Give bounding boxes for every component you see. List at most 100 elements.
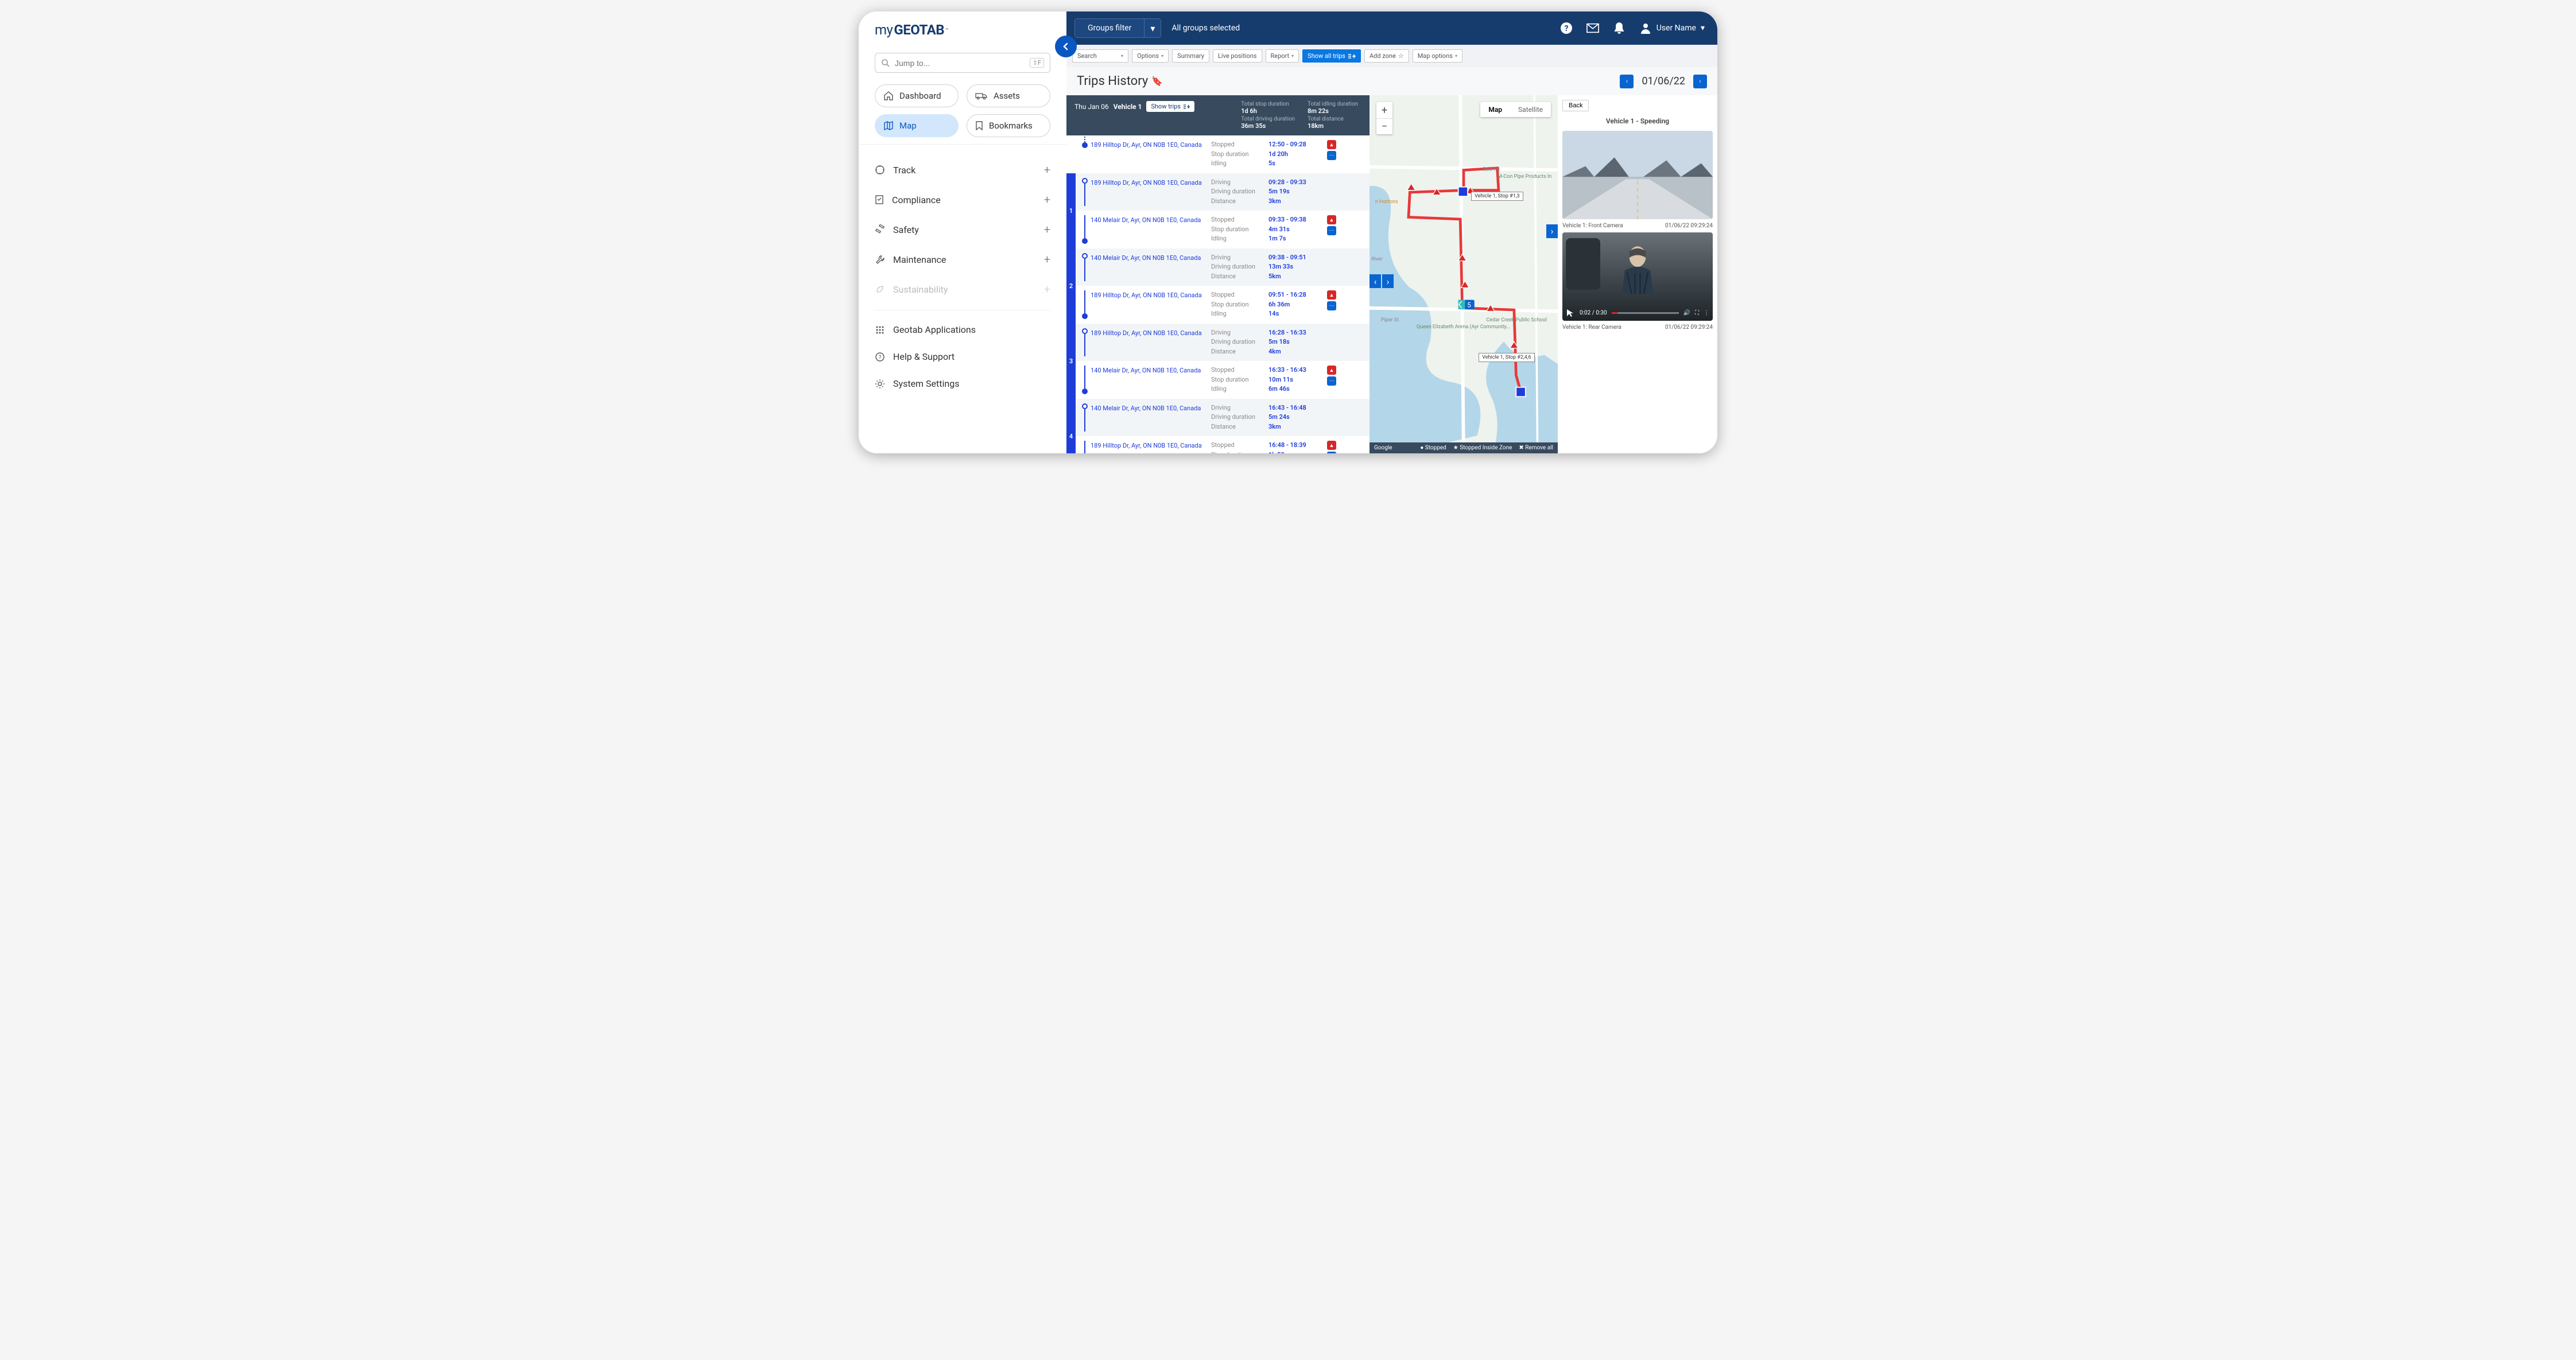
toolbar-show-all-trips[interactable]: Show all trips [1302, 49, 1361, 63]
toolbar-options[interactable]: Options▾ [1132, 49, 1169, 63]
groups-filter-dropdown[interactable]: Groups filter ▾ [1074, 18, 1161, 38]
video-progress[interactable] [1612, 312, 1679, 314]
rear-camera-view[interactable]: 0:02 / 0:30 🔊 ⛶ ⋮ [1562, 232, 1713, 321]
pill-assets[interactable]: Assets [967, 84, 1050, 107]
nav-apps[interactable]: Geotab Applications [875, 316, 1050, 343]
sidebar: myGEOTAB™ ⇧F Dashboard Assets Map [859, 11, 1066, 453]
trip-number: 2 [1066, 248, 1076, 324]
trip-segment-stop[interactable]: 140 Melair Dr, Ayr, ON N0B 1E0, Canada S… [1076, 361, 1370, 399]
user-icon [1639, 22, 1652, 34]
date-prev-button[interactable]: ‹ [1620, 75, 1634, 88]
zoom-out-button[interactable]: − [1376, 118, 1392, 134]
toolbar-search[interactable]: Search▾ [1072, 49, 1128, 63]
nav-maintenance[interactable]: Maintenance+ [875, 244, 1050, 274]
help-icon[interactable]: ? [1560, 22, 1573, 34]
nav-sustainability[interactable]: Sustainability+ [875, 274, 1050, 304]
jump-to-search[interactable]: ⇧F [875, 53, 1050, 73]
toolbar-map-options[interactable]: Map options▾ [1413, 49, 1462, 63]
date-display[interactable]: 01/06/22 [1642, 75, 1685, 87]
more-badge[interactable]: ⋯ [1327, 452, 1336, 453]
trip-segment-drive[interactable]: 140 Melair Dr, Ayr, ON N0B 1E0, Canada D… [1076, 399, 1370, 437]
bell-icon[interactable] [1613, 22, 1625, 34]
map-poi: n Hortons [1375, 199, 1398, 205]
nav-help[interactable]: ?Help & Support [875, 343, 1050, 370]
rear-camera-label: Vehicle 1: Rear Camera [1562, 324, 1621, 331]
toolbar-summary[interactable]: Summary [1172, 49, 1209, 63]
map-stop-label-1[interactable]: Vehicle 1, Stop #1,3 [1471, 192, 1523, 201]
map-footer: Google ● Stopped ★ Stopped Inside Zone ✖… [1370, 442, 1558, 453]
panel-collapse-left[interactable]: ‹ [1370, 274, 1381, 288]
more-badge[interactable]: ⋯ [1327, 226, 1336, 235]
trips-list: 189 Hilltop Dr, Ayr, ON N0B 1E0, Canada … [1066, 135, 1370, 453]
pill-bookmarks-label: Bookmarks [989, 121, 1033, 131]
toolbar-report[interactable]: Report▾ [1266, 49, 1299, 63]
map-poi: field Rd [1483, 167, 1500, 173]
map-panel[interactable]: 5 + − Map Satellite ‹ › › Vehicle 1, Sto… [1370, 95, 1558, 453]
pill-bookmarks[interactable]: Bookmarks [967, 114, 1050, 137]
sidebar-collapse-button[interactable] [1055, 36, 1077, 57]
nav-compliance-label: Compliance [892, 195, 941, 205]
trip-segment-drive[interactable]: 189 Hilltop Dr, Ayr, ON N0B 1E0, Canada … [1076, 324, 1370, 362]
zoom-in-button[interactable]: + [1376, 102, 1392, 118]
nav-sustainability-label: Sustainability [893, 284, 948, 295]
trip-segment-initial-stop[interactable]: 189 Hilltop Dr, Ayr, ON N0B 1E0, Canada … [1066, 135, 1370, 173]
alert-badge[interactable]: ▲ [1327, 441, 1336, 450]
pill-map[interactable]: Map [875, 114, 959, 137]
alert-badge[interactable]: ▲ [1327, 290, 1336, 300]
nav-safety-label: Safety [893, 224, 919, 235]
more-icon[interactable]: ⋮ [1704, 310, 1709, 316]
panel-expand-right[interactable]: › [1382, 274, 1394, 288]
more-badge[interactable]: ⋯ [1327, 301, 1336, 310]
alert-badge[interactable]: ▲ [1327, 366, 1336, 375]
trip-number: 1 [1066, 173, 1076, 248]
map-poi: Queen Elizabeth Arena (Ayr Community... [1417, 324, 1510, 330]
user-name-label: User Name [1656, 24, 1696, 33]
back-button[interactable]: Back [1562, 100, 1589, 111]
date-next-button[interactable]: › [1693, 75, 1707, 88]
jump-to-input[interactable] [895, 59, 1030, 68]
nav-safety[interactable]: Safety + [875, 215, 1050, 244]
pill-dashboard-label: Dashboard [899, 91, 941, 101]
map-type-map[interactable]: Map [1480, 102, 1510, 117]
alert-badge[interactable]: ▲ [1327, 140, 1336, 149]
trip-segment-drive[interactable]: 189 Hilltop Dr, Ayr, ON N0B 1E0, Canada … [1076, 173, 1370, 211]
trip-number: 3 [1066, 324, 1076, 399]
more-badge[interactable]: ⋯ [1327, 151, 1336, 160]
more-badge[interactable]: ⋯ [1327, 376, 1336, 386]
expand-icon: + [1044, 193, 1050, 207]
volume-icon[interactable]: 🔊 [1683, 310, 1690, 316]
front-camera-view[interactable] [1562, 131, 1713, 219]
caret-down-icon: ▾ [1701, 24, 1705, 33]
show-trips-button[interactable]: Show trips [1146, 101, 1194, 112]
trip-number: 4 [1066, 399, 1076, 454]
map-attrib: Google [1374, 445, 1392, 451]
toolbar-live[interactable]: Live positions [1213, 49, 1262, 63]
panel-expand-far-right[interactable]: › [1546, 224, 1558, 238]
fullscreen-icon[interactable]: ⛶ [1695, 310, 1699, 316]
video-controls[interactable]: 0:02 / 0:30 🔊 ⛶ ⋮ [1566, 308, 1709, 317]
user-menu[interactable]: User Name ▾ [1639, 22, 1705, 34]
app-shell: myGEOTAB™ ⇧F Dashboard Assets Map [859, 11, 1717, 453]
pill-dashboard[interactable]: Dashboard [875, 84, 959, 107]
map-stop-label-2[interactable]: Vehicle 1, Stop #2,4,6 [1479, 353, 1534, 362]
trip-block: 3 189 Hilltop Dr, Ayr, ON N0B 1E0, Canad… [1066, 324, 1370, 399]
logo-main: GEOTAB [894, 22, 944, 38]
nav-compliance[interactable]: Compliance + [875, 185, 1050, 215]
toolbar-add-zone[interactable]: Add zone ☆ [1364, 49, 1409, 63]
map-type-toggle: Map Satellite [1480, 102, 1551, 117]
nav-maintenance-label: Maintenance [893, 254, 946, 265]
nav-track[interactable]: Track+ [875, 155, 1050, 185]
trip-block: 2 140 Melair Dr, Ayr, ON N0B 1E0, Canada… [1066, 248, 1370, 324]
trip-segment-stop[interactable]: 189 Hilltop Dr, Ayr, ON N0B 1E0, Canada … [1076, 286, 1370, 324]
map-type-satellite[interactable]: Satellite [1510, 102, 1551, 117]
bookmark-icon[interactable]: 🔖 [1151, 76, 1163, 87]
trip-segment-stop[interactable]: 140 Melair Dr, Ayr, ON N0B 1E0, Canada S… [1076, 211, 1370, 248]
alert-badge[interactable]: ▲ [1327, 215, 1336, 224]
camera-title: Vehicle 1 - Speeding [1562, 117, 1713, 125]
logo-tm: ™ [945, 28, 948, 33]
nav-settings[interactable]: System Settings [875, 370, 1050, 397]
expand-icon: + [1044, 223, 1050, 236]
mail-icon[interactable] [1586, 22, 1599, 34]
trip-segment-stop[interactable]: 189 Hilltop Dr, Ayr, ON N0B 1E0, Canada … [1076, 436, 1370, 453]
trip-segment-drive[interactable]: 140 Melair Dr, Ayr, ON N0B 1E0, Canada D… [1076, 248, 1370, 286]
